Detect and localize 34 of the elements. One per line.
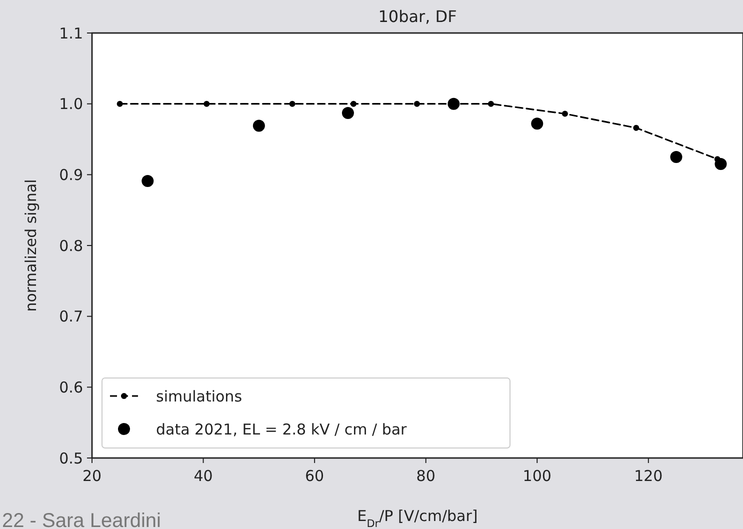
y-axis-title: normalized signal [22,179,40,312]
x-tick-label: 40 [194,467,213,485]
point [670,150,682,163]
y-tick-label: 0.9 [59,166,83,184]
point [350,100,357,107]
point [204,100,210,107]
point [633,124,640,131]
point [414,100,420,107]
text: 22 - Sara Leardini [2,510,161,529]
x-tick-label: 100 [522,467,552,485]
point [289,100,296,107]
legend-label: data 2021, EL = 2.8 kV / cm / bar [156,420,408,438]
legend-label: simulations [156,387,242,406]
point [562,110,568,117]
y-tick-label: 1.0 [59,95,83,114]
chart-title: 10bar, DF [378,7,457,26]
point [116,100,123,107]
y-tick-label: 0.8 [59,236,83,255]
point [488,100,494,107]
point [142,175,154,188]
y-tick-label: 1.1 [59,24,83,42]
x-axis-title: E$_{Dr}$/P [V/cm/bar] [357,507,478,529]
point [714,158,727,170]
x-tick-label: 80 [416,467,436,485]
x-tick-label: 20 [82,467,102,485]
point [252,120,265,132]
x-tick-label: 60 [305,467,324,485]
point [448,98,460,110]
y-tick-label: 0.5 [59,449,83,468]
point [531,118,544,130]
y-tick-label: 0.7 [59,308,83,326]
y-tick-label: 0.6 [59,378,83,396]
x-tick-label: 120 [634,467,663,485]
point [342,107,354,120]
